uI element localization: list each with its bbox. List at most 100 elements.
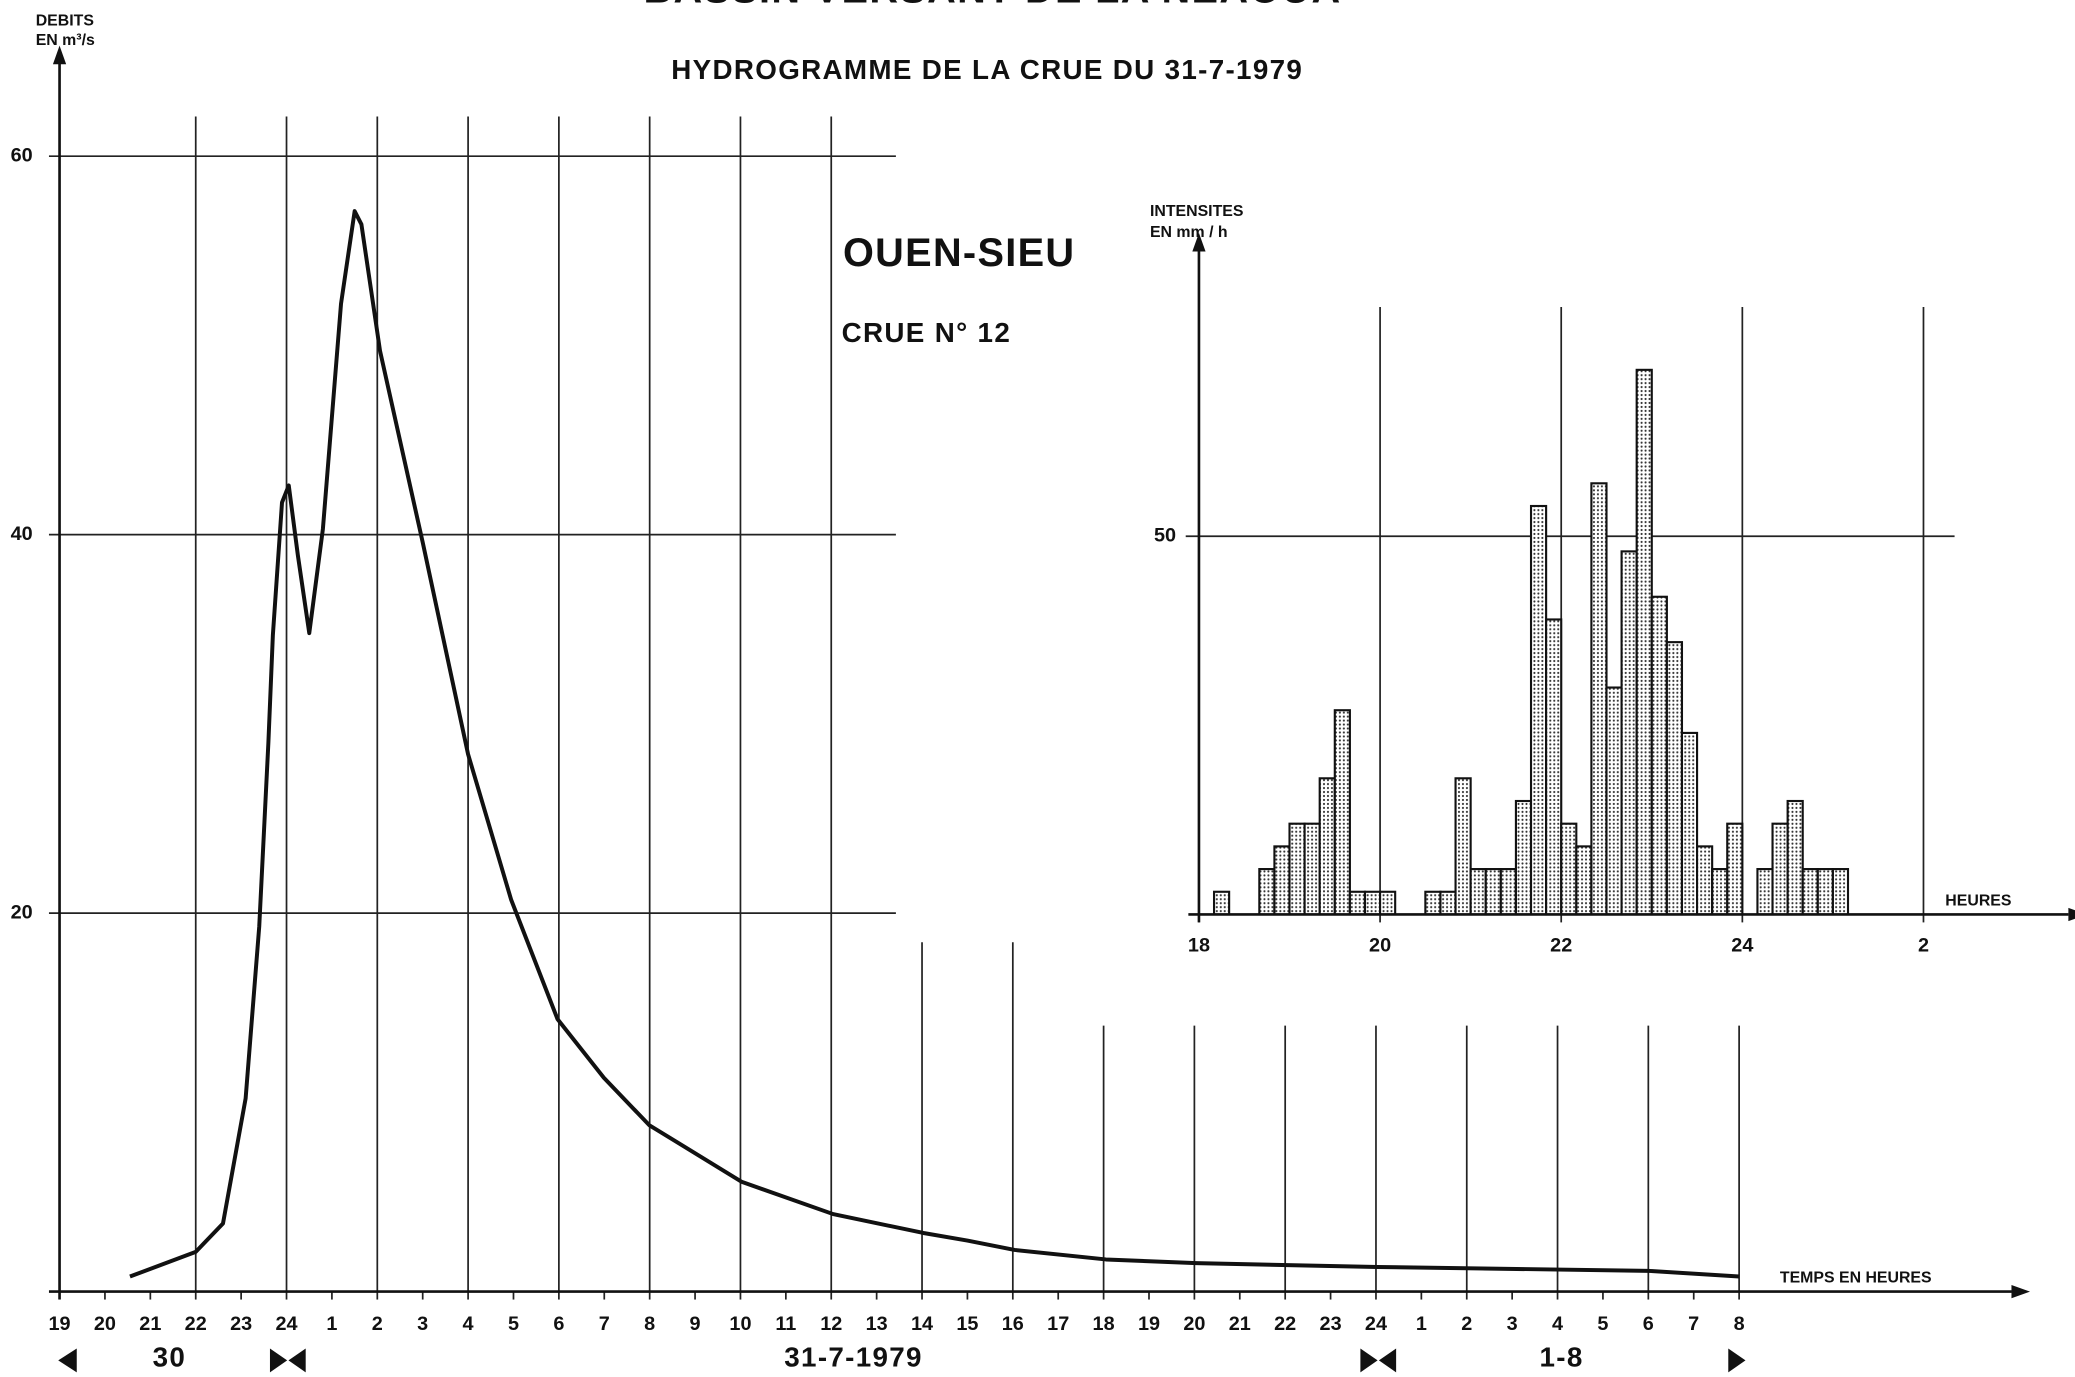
x-tick-label: 23 [230, 1313, 252, 1335]
x-tick-label: 18 [1093, 1313, 1115, 1335]
x-tick-label: 4 [1552, 1313, 1563, 1335]
x-tick-label: 21 [139, 1313, 161, 1335]
y-axis-label: DEBITS [36, 12, 94, 29]
bar [1665, 641, 1684, 916]
x-tick-label: 20 [1183, 1313, 1205, 1335]
x-tick-label: 24 [275, 1313, 297, 1335]
bar [1635, 368, 1653, 916]
x-tick-label: 12 [820, 1313, 842, 1335]
bar [1831, 868, 1850, 916]
x-tick-label: 18 [1188, 934, 1210, 956]
bar [1756, 868, 1774, 916]
x-tick-label: 2 [1918, 934, 1929, 956]
x-axis-label: HEURES [1945, 892, 2011, 909]
y-tick-label: 40 [11, 523, 33, 545]
x-tick-label: 6 [553, 1313, 564, 1335]
x-tick-label: 11 [775, 1313, 796, 1335]
annotation: OUEN-SIEU [843, 231, 1075, 275]
x-tick-label: 10 [729, 1313, 751, 1335]
x-tick-label: 9 [690, 1313, 701, 1335]
x-tick-label: 1 [326, 1313, 337, 1335]
x-tick-label: 20 [1369, 934, 1391, 956]
bar [1816, 868, 1834, 916]
day-label: 31-7-1979 [784, 1341, 923, 1372]
x-axis-arrow [2068, 907, 2075, 922]
x-tick-label: 2 [372, 1313, 383, 1335]
x-tick-label: 7 [599, 1313, 610, 1335]
y-tick-label: 20 [11, 901, 33, 923]
x-axis-label: TEMPS EN HEURES [1780, 1270, 1932, 1287]
x-tick-label: 21 [1229, 1313, 1251, 1335]
x-tick-label: 5 [1597, 1313, 1608, 1335]
y-axis-label: INTENSITES [1150, 203, 1244, 220]
x-tick-label: 17 [1047, 1313, 1069, 1335]
x-tick-label: 20 [94, 1313, 116, 1335]
bar [1379, 890, 1397, 916]
bar [1424, 890, 1442, 916]
chart-title: HYDROGRAMME DE LA CRUE DU 31-7-1979 [671, 54, 1303, 85]
bar [1514, 799, 1533, 916]
x-tick-label: 6 [1643, 1313, 1654, 1335]
bar [1258, 868, 1276, 916]
x-tick-label: 5 [508, 1313, 519, 1335]
suptitle: BASSIN VERSANT DE LA NEAOUA [644, 0, 1342, 12]
annotation: CRUE N° 12 [842, 317, 1011, 348]
bar [1771, 822, 1789, 916]
bar [1711, 868, 1729, 916]
bar [1333, 709, 1351, 916]
y-axis-arrow [52, 45, 67, 65]
x-tick-label: 15 [956, 1313, 978, 1335]
x-tick-label: 1 [1416, 1313, 1427, 1335]
x-tick-label: 22 [185, 1313, 207, 1335]
bar [1454, 777, 1472, 916]
day-label: 1-8 [1539, 1341, 1583, 1372]
x-tick-label: 13 [866, 1313, 888, 1335]
x-tick-label: 24 [1365, 1313, 1387, 1335]
x-tick-label: 2 [1461, 1313, 1472, 1335]
x-tick-label: 8 [644, 1313, 655, 1335]
y-tick-label: 60 [11, 144, 33, 166]
bar [1680, 731, 1699, 916]
bar [1499, 868, 1517, 916]
bar [1469, 868, 1487, 916]
bar [1484, 868, 1502, 916]
day-arrows [58, 1348, 1746, 1373]
bar [1363, 890, 1382, 916]
bar [1786, 799, 1804, 916]
bar [1288, 822, 1306, 916]
bar [1590, 482, 1608, 916]
bar [1560, 822, 1578, 916]
x-tick-label: 23 [1320, 1313, 1342, 1335]
x-tick-label: 14 [911, 1313, 933, 1335]
y-tick-label: 50 [1154, 525, 1176, 547]
bar [1529, 504, 1548, 916]
bar [1620, 550, 1638, 916]
x-tick-label: 22 [1274, 1313, 1296, 1335]
bar [1545, 618, 1563, 916]
x-tick-label: 3 [417, 1313, 428, 1335]
hydrograph-line [129, 209, 1740, 1279]
x-tick-label: 24 [1731, 934, 1753, 956]
x-tick-label: 7 [1688, 1313, 1699, 1335]
x-axis-arrow [2011, 1284, 2031, 1299]
y-axis-label: EN mm / h [1150, 224, 1228, 241]
bar [1726, 822, 1744, 916]
bar [1605, 686, 1623, 916]
bar [1273, 845, 1291, 916]
x-tick-label: 8 [1734, 1313, 1745, 1335]
bar [1650, 595, 1668, 916]
x-tick-label: 19 [49, 1313, 71, 1335]
x-tick-label: 19 [1138, 1313, 1160, 1335]
x-tick-label: 22 [1550, 934, 1572, 956]
bar [1348, 890, 1367, 916]
day-label: 30 [153, 1341, 187, 1372]
x-tick-label: 3 [1507, 1313, 1518, 1335]
x-tick-label: 16 [1002, 1313, 1024, 1335]
y-axis-label: EN m³/s [36, 32, 95, 49]
y-axis-arrow [1192, 232, 1206, 252]
bar [1212, 890, 1231, 916]
bar [1696, 845, 1714, 916]
bar [1801, 868, 1819, 916]
